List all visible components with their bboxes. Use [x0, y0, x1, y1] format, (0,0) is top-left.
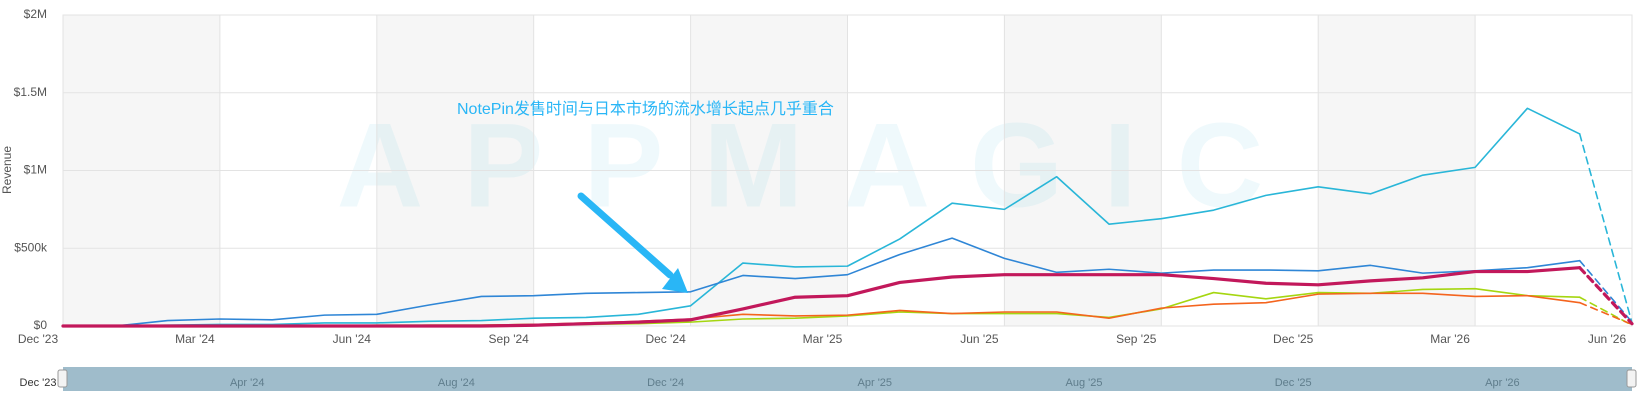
x-tick-label: Jun '26 [1588, 332, 1627, 346]
x-tick-label: Mar '26 [1430, 332, 1470, 346]
navigator-label: Dec '23 [20, 377, 57, 389]
x-tick-label: Jun '25 [960, 332, 999, 346]
plot: $0 $500k $1M $1.5M $2M Dec '23 Mar '24 Jun '24 S… [14, 7, 1634, 346]
x-tick-label: Sep '24 [489, 332, 530, 346]
x-tick-label: Jun '24 [333, 332, 372, 346]
arrow-shaft [577, 192, 674, 279]
x-tick-label: Dec '24 [645, 332, 686, 346]
navigator-handle[interactable] [1626, 369, 1637, 388]
navigator-labels: Dec '23 Apr '24 Aug '24 Dec '24 Apr '25 Aug '… [20, 377, 1520, 389]
forecast-line [1578, 296, 1633, 327]
navigator-label: Aug '25 [1066, 377, 1103, 389]
navigator-label: Apr '24 [230, 377, 265, 389]
x-tick-label: Mar '24 [175, 332, 215, 346]
y-tick-label: $0 [34, 318, 48, 332]
navigator[interactable] [63, 367, 1632, 391]
navigator-label: Dec '24 [647, 377, 684, 389]
watermark: APPMAGIC [337, 99, 1304, 233]
x-tick-label: Mar '25 [803, 332, 843, 346]
navigator-label: Apr '26 [1485, 377, 1520, 389]
x-tick-label: Dec '25 [1273, 332, 1314, 346]
forecast-line [1578, 259, 1633, 323]
navigator-handle[interactable] [57, 369, 68, 388]
y-axis-label: Revenue [0, 146, 14, 194]
annotation-arrow [577, 192, 688, 293]
y-tick-label: $2M [24, 7, 47, 21]
x-tick-label: Dec '23 [18, 332, 59, 346]
arrow-head [662, 268, 688, 293]
x-tick-label: Sep '25 [1116, 332, 1157, 346]
annotation: NotePin发售时间与日本市场的流水增长起点几乎重合 [457, 100, 834, 118]
navigator-label: Aug '24 [438, 377, 475, 389]
navigator-label: Dec '25 [1275, 377, 1312, 389]
series-line [61, 266, 1582, 328]
forecast-line [1578, 266, 1634, 326]
navigator-label: Apr '25 [858, 377, 893, 389]
forecast-line [1578, 301, 1633, 326]
forecast-line [1578, 133, 1633, 324]
series-line [62, 237, 1581, 327]
series-line [62, 107, 1581, 327]
y-tick-label: $1.5M [14, 85, 47, 99]
y-tick-label: $1M [24, 163, 47, 177]
y-tick-label: $500k [14, 240, 48, 254]
